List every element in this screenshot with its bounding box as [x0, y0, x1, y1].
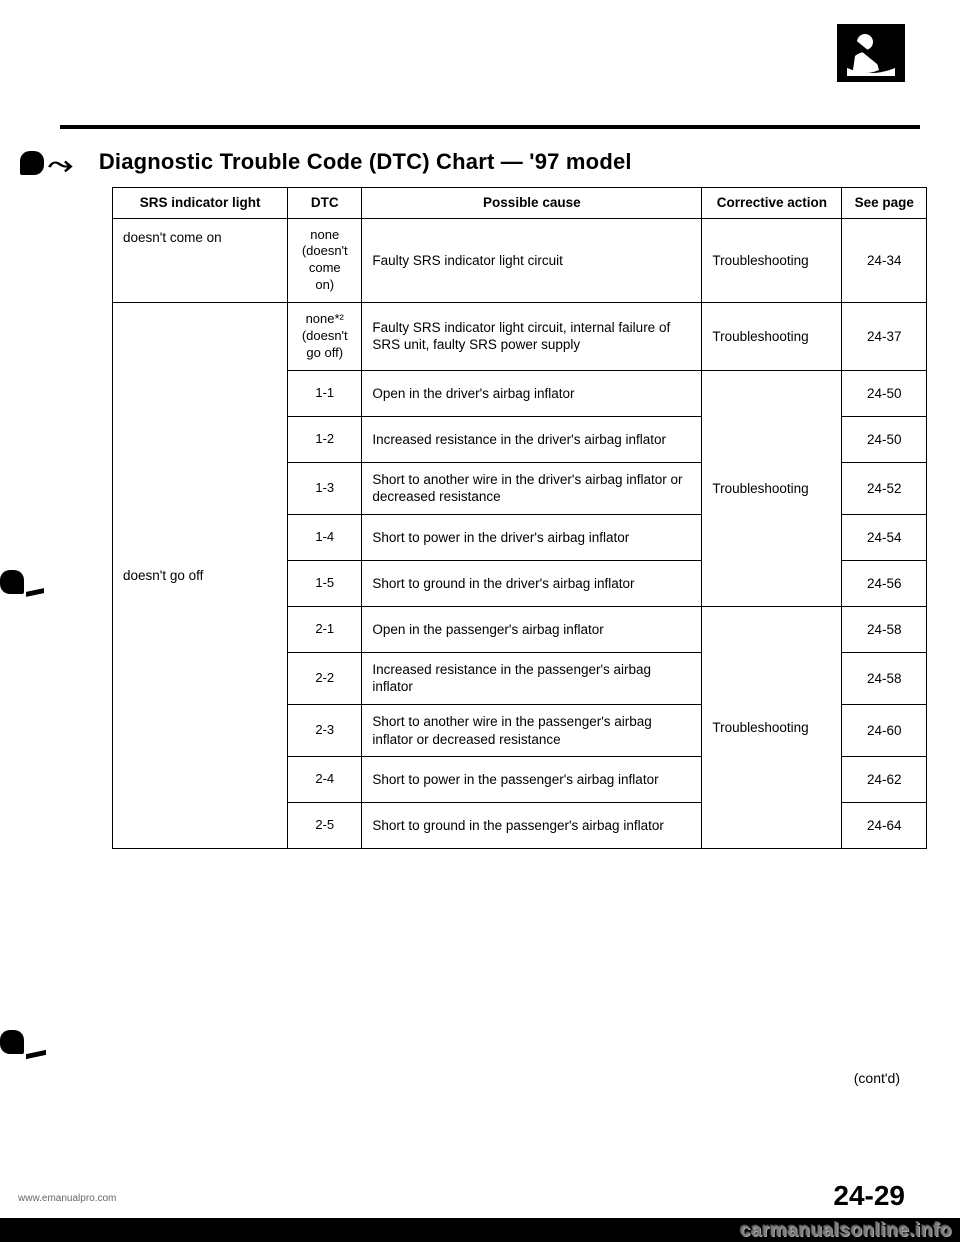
bullet-marker: ⤳	[20, 143, 71, 175]
cell-page: 24-50	[842, 370, 927, 416]
cell-dtc: 1-3	[288, 462, 362, 514]
th-srs: SRS indicator light	[113, 188, 288, 219]
cell-dtc: none (doesn't come on)	[288, 218, 362, 303]
footer-url: www.emanualpro.com	[18, 1193, 116, 1204]
cell-dtc: 2-3	[288, 704, 362, 756]
cell-page: 24-62	[842, 757, 927, 803]
watermark-text: carmanualsonline.info	[740, 1220, 952, 1242]
cell-cause: Open in the passenger's airbag inflator	[362, 606, 702, 652]
cell-page: 24-58	[842, 652, 927, 704]
table-row: doesn't come on none (doesn't come on) F…	[113, 218, 927, 303]
table-row: doesn't go off none*² (doesn't go off) F…	[113, 303, 927, 371]
cell-dtc: 1-2	[288, 416, 362, 462]
cell-page: 24-34	[842, 218, 927, 303]
margin-dot-icon	[0, 1030, 24, 1054]
cell-dtc: 2-2	[288, 652, 362, 704]
cell-page: 24-54	[842, 514, 927, 560]
cell-cause: Faulty SRS indicator light circuit	[362, 218, 702, 303]
cell-cause: Open in the driver's airbag inflator	[362, 370, 702, 416]
cell-action-group: Troubleshooting	[702, 606, 842, 848]
page-title: Diagnostic Trouble Code (DTC) Chart — '9…	[99, 149, 632, 175]
cell-action: Troubleshooting	[702, 218, 842, 303]
cell-dtc: none*² (doesn't go off)	[288, 303, 362, 371]
cell-page: 24-50	[842, 416, 927, 462]
cell-srs-group: doesn't go off	[113, 303, 288, 849]
margin-dot-icon	[0, 570, 24, 594]
cell-cause: Short to power in the driver's airbag in…	[362, 514, 702, 560]
th-action: Corrective action	[702, 188, 842, 219]
cell-dtc: 1-5	[288, 560, 362, 606]
contd-label: (cont'd)	[854, 1070, 900, 1086]
cell-dtc: 2-4	[288, 757, 362, 803]
cell-cause: Short to another wire in the driver's ai…	[362, 462, 702, 514]
cell-dtc: 1-4	[288, 514, 362, 560]
cell-cause: Short to another wire in the passenger's…	[362, 704, 702, 756]
page-number: 24-29	[833, 1180, 905, 1212]
cell-cause: Faulty SRS indicator light circuit, inte…	[362, 303, 702, 371]
cell-page: 24-64	[842, 803, 927, 849]
seatbelt-icon	[837, 24, 905, 82]
cell-cause: Short to power in the passenger's airbag…	[362, 757, 702, 803]
table-header-row: SRS indicator light DTC Possible cause C…	[113, 188, 927, 219]
cell-cause: Increased resistance in the passenger's …	[362, 652, 702, 704]
cell-page: 24-60	[842, 704, 927, 756]
cell-dtc: 1-1	[288, 370, 362, 416]
cell-action: Troubleshooting	[702, 303, 842, 371]
cell-cause: Increased resistance in the driver's air…	[362, 416, 702, 462]
cell-dtc: 2-1	[288, 606, 362, 652]
heading-row: ⤳ Diagnostic Trouble Code (DTC) Chart — …	[20, 143, 920, 175]
margin-dot-tail	[26, 1050, 46, 1059]
cell-page: 24-58	[842, 606, 927, 652]
cell-dtc: 2-5	[288, 803, 362, 849]
th-page: See page	[842, 188, 927, 219]
cell-page: 24-37	[842, 303, 927, 371]
cell-srs: doesn't come on	[113, 218, 288, 303]
cell-action-group: Troubleshooting	[702, 370, 842, 606]
bottom-bar: carmanualsonline.info	[0, 1218, 960, 1242]
cell-cause: Short to ground in the driver's airbag i…	[362, 560, 702, 606]
cell-cause: Short to ground in the passenger's airba…	[362, 803, 702, 849]
cell-page: 24-52	[842, 462, 927, 514]
cell-page: 24-56	[842, 560, 927, 606]
th-dtc: DTC	[288, 188, 362, 219]
th-cause: Possible cause	[362, 188, 702, 219]
header-rule	[60, 125, 920, 129]
dtc-table: SRS indicator light DTC Possible cause C…	[112, 187, 927, 849]
